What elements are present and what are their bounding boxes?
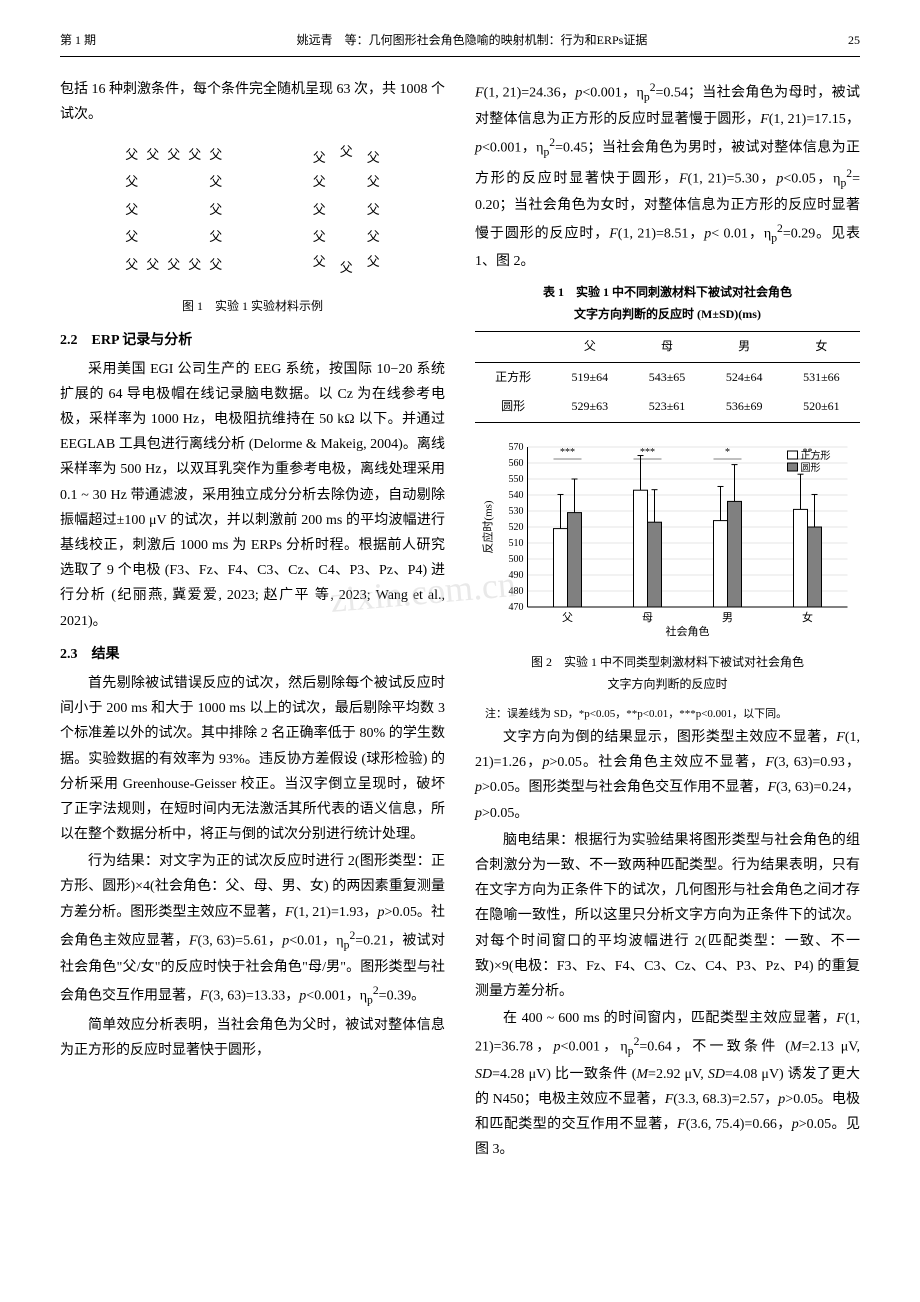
stim-grid-row: 父父父父父	[125, 143, 222, 166]
section-2-3-para1: 首先剔除被试错误反应的试次，然后剔除每个被试反应时间小于 200 ms 和大于 …	[60, 671, 445, 847]
svg-text:父: 父	[562, 611, 573, 624]
right-para4: 在 400 ~ 600 ms 的时间窗内，匹配类型主效应显著，F(1, 21)=…	[475, 1006, 860, 1162]
table-1: 父 母 男 女 正方形 519±64 543±65 524±64 531±66 …	[475, 331, 860, 423]
content-columns: 包括 16 种刺激条件，每个条件完全随机呈现 63 次，共 1008 个试次。 …	[60, 77, 860, 1165]
page-header: 第 1 期 姚远青 等：几何图形社会角色隐喻的映射机制：行为和ERPs证据 25	[60, 30, 860, 57]
section-2-3-para2: 行为结果：对文字为正的试次反应时进行 2(图形类型：正方形、圆形)×4(社会角色…	[60, 849, 445, 1011]
stim-curve-row: 父父父	[313, 143, 380, 166]
svg-text:560: 560	[509, 458, 524, 469]
svg-text:正方形: 正方形	[801, 449, 831, 462]
figure-2-note: 注：误差线为 SD，*p<0.05，**p<0.01，***p<0.001，以下…	[475, 705, 860, 725]
section-2-3-title: 2.3 结果	[60, 642, 445, 667]
svg-text:550: 550	[509, 474, 524, 485]
svg-text:520: 520	[509, 522, 524, 533]
left-column: 包括 16 种刺激条件，每个条件完全随机呈现 63 次，共 1008 个试次。 …	[60, 77, 445, 1165]
svg-text:490: 490	[509, 570, 524, 581]
figure-2-chart: 470480490500510520530540550560570***父***…	[475, 437, 860, 637]
page-number: 25	[848, 30, 860, 52]
svg-text:社会角色: 社会角色	[666, 624, 710, 637]
svg-text:反应时(ms): 反应时(ms)	[481, 500, 495, 553]
svg-text:500: 500	[509, 554, 524, 565]
svg-text:510: 510	[509, 538, 524, 549]
svg-text:480: 480	[509, 586, 524, 597]
para-continued: 包括 16 种刺激条件，每个条件完全随机呈现 63 次，共 1008 个试次。	[60, 77, 445, 127]
table-row: 正方形 519±64 543±65 524±64 531±66	[475, 362, 860, 392]
table-header-row: 父 母 男 女	[475, 332, 860, 363]
section-2-2-para: 采用美国 EGI 公司生产的 EEG 系统，按国际 10−20 系统扩展的 64…	[60, 357, 445, 634]
svg-text:470: 470	[509, 602, 524, 613]
svg-text:570: 570	[509, 442, 524, 453]
svg-text:530: 530	[509, 506, 524, 517]
svg-text:女: 女	[802, 610, 813, 624]
section-2-3-para3: 简单效应分析表明，当社会角色为父时，被试对整体信息为正方形的反应时显著快于圆形，	[60, 1013, 445, 1063]
right-para1: F(1, 21)=24.36，p<0.001，ηp2=0.54；当社会角色为母时…	[475, 77, 860, 274]
right-para2: 文字方向为倒的结果显示，图形类型主效应不显著，F(1, 21)=1.26，p>0…	[475, 725, 860, 826]
svg-text:圆形: 圆形	[801, 462, 821, 474]
svg-text:男: 男	[722, 612, 733, 624]
svg-text:***: ***	[640, 447, 655, 458]
right-para3: 脑电结果：根据行为实验结果将图形类型与社会角色的组合刺激分为一致、不一致两种匹配…	[475, 828, 860, 1004]
svg-text:***: ***	[560, 447, 575, 458]
issue-label: 第 1 期	[60, 30, 96, 52]
figure-1-stimuli: 父父父父父 父父父 父父父父父 父父父 父父父父父 父父父 父父父父父 父父父 …	[60, 129, 445, 290]
figure-1-caption: 图 1 实验 1 实验材料示例	[60, 296, 445, 318]
table-row: 圆形 529±63 523±61 536±69 520±61	[475, 392, 860, 422]
svg-text:540: 540	[509, 490, 524, 501]
right-column: F(1, 21)=24.36，p<0.001，ηp2=0.54；当社会角色为母时…	[475, 77, 860, 1165]
table-1-title: 表 1 实验 1 中不同刺激材料下被试对社会角色 文字方向判断的反应时 (M±S…	[475, 282, 860, 325]
running-title: 姚远青 等：几何图形社会角色隐喻的映射机制：行为和ERPs证据	[96, 30, 848, 52]
svg-text:母: 母	[642, 611, 653, 624]
section-2-2-title: 2.2 ERP 记录与分析	[60, 328, 445, 353]
figure-2-caption: 图 2 实验 1 中不同类型刺激材料下被试对社会角色 文字方向判断的反应时	[475, 652, 860, 695]
svg-text:*: *	[725, 447, 730, 458]
